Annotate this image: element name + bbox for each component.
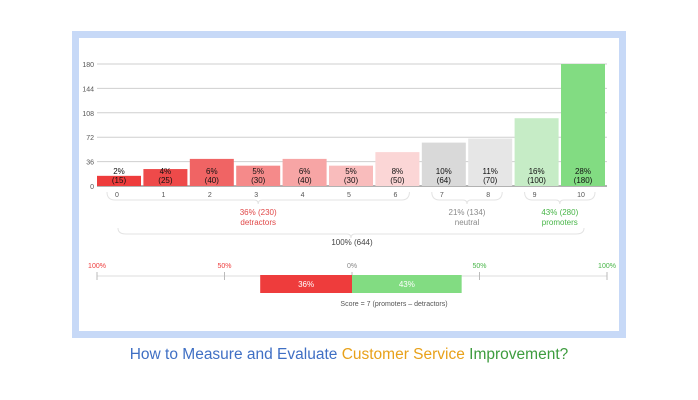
bar-label-pct: 10%	[436, 167, 452, 176]
score-text: Score = 7 (promoters – detractors)	[340, 301, 447, 308]
y-tick-label: 36	[86, 160, 94, 167]
caption-part-1: How to Measure and Evaluate	[129, 346, 342, 363]
bar-label-pct: 5%	[252, 167, 264, 176]
bar	[514, 118, 559, 186]
bar	[189, 158, 234, 186]
y-tick-label: 108	[82, 111, 94, 118]
group-bracket	[524, 191, 596, 205]
group-name-label: detractors	[240, 218, 276, 227]
bar-label-count: (40)	[297, 176, 312, 185]
x-tick-label: 4	[301, 192, 305, 199]
x-tick-label: 6	[393, 192, 397, 199]
x-tick-label: 1	[161, 192, 165, 199]
nps-chart: 036721081441802%(15)04%(25)16%(40)25%(30…	[82, 62, 616, 308]
bar-label-pct: 6%	[206, 167, 218, 176]
group-pct-label: 21% (134)	[449, 208, 486, 217]
bar	[97, 175, 141, 186]
bar-label-count: (100)	[527, 176, 546, 185]
bar-label-pct: 28%	[575, 167, 591, 176]
x-tick-label: 0	[115, 192, 119, 199]
bar-label-count: (180)	[574, 176, 593, 185]
x-tick-label: 7	[440, 192, 444, 199]
bar-label-pct: 6%	[299, 167, 311, 176]
score-bar-label: 43%	[399, 280, 415, 289]
bar-label-count: (30)	[344, 176, 359, 185]
group-name-label: promoters	[542, 218, 578, 227]
bar	[143, 169, 188, 186]
bar-label-pct: 8%	[392, 167, 404, 176]
bar-label-count: (25)	[158, 176, 173, 185]
score-axis-label: 50%	[217, 263, 231, 270]
x-tick-label: 2	[208, 192, 212, 199]
bar	[561, 64, 605, 186]
bar	[421, 142, 466, 186]
total-bracket	[117, 227, 585, 239]
y-tick-label: 72	[86, 135, 94, 142]
score-bar	[260, 275, 352, 293]
group-bracket	[431, 191, 503, 205]
score-bar-label: 36%	[298, 280, 314, 289]
group-name-label: neutral	[455, 218, 480, 227]
score-bar	[352, 275, 462, 293]
group-bracket	[106, 191, 410, 205]
bar-label-count: (30)	[251, 176, 266, 185]
bar	[375, 152, 420, 186]
bar	[236, 165, 281, 186]
bar-label-count: (70)	[483, 176, 498, 185]
score-axis-label: 100%	[598, 263, 616, 270]
score-axis-label: 100%	[88, 263, 106, 270]
total-label: 100% (644)	[331, 238, 373, 247]
bar-label-count: (40)	[205, 176, 220, 185]
bar-label-pct: 11%	[482, 167, 497, 176]
bar-label-pct: 2%	[113, 167, 125, 176]
x-tick-label: 5	[347, 192, 351, 199]
x-tick-label: 8	[486, 192, 490, 199]
bar-label-count: (15)	[112, 176, 127, 185]
x-tick-label: 9	[533, 192, 537, 199]
y-tick-label: 180	[82, 62, 94, 69]
caption-part-2: Customer Service	[341, 346, 465, 363]
caption-part-3: Improvement?	[464, 346, 569, 363]
bar	[282, 158, 327, 186]
caption-title: How to Measure and Evaluate Customer Ser…	[0, 346, 698, 364]
bar	[329, 165, 373, 186]
x-tick-label: 3	[254, 192, 258, 199]
bar-label-pct: 4%	[160, 167, 172, 176]
score-axis-label: 0%	[347, 263, 357, 270]
y-tick-label: 144	[82, 86, 94, 93]
bar-label-pct: 5%	[345, 167, 357, 176]
bar-label-count: (64)	[437, 176, 452, 185]
bar	[468, 138, 513, 186]
group-pct-label: 43% (280)	[541, 208, 578, 217]
score-axis-label: 50%	[472, 263, 486, 270]
x-tick-label: 10	[577, 192, 585, 199]
group-pct-label: 36% (230)	[240, 208, 277, 217]
bar-label-pct: 16%	[529, 167, 545, 176]
bar-label-count: (50)	[390, 176, 405, 185]
y-tick-label: 0	[90, 184, 94, 191]
